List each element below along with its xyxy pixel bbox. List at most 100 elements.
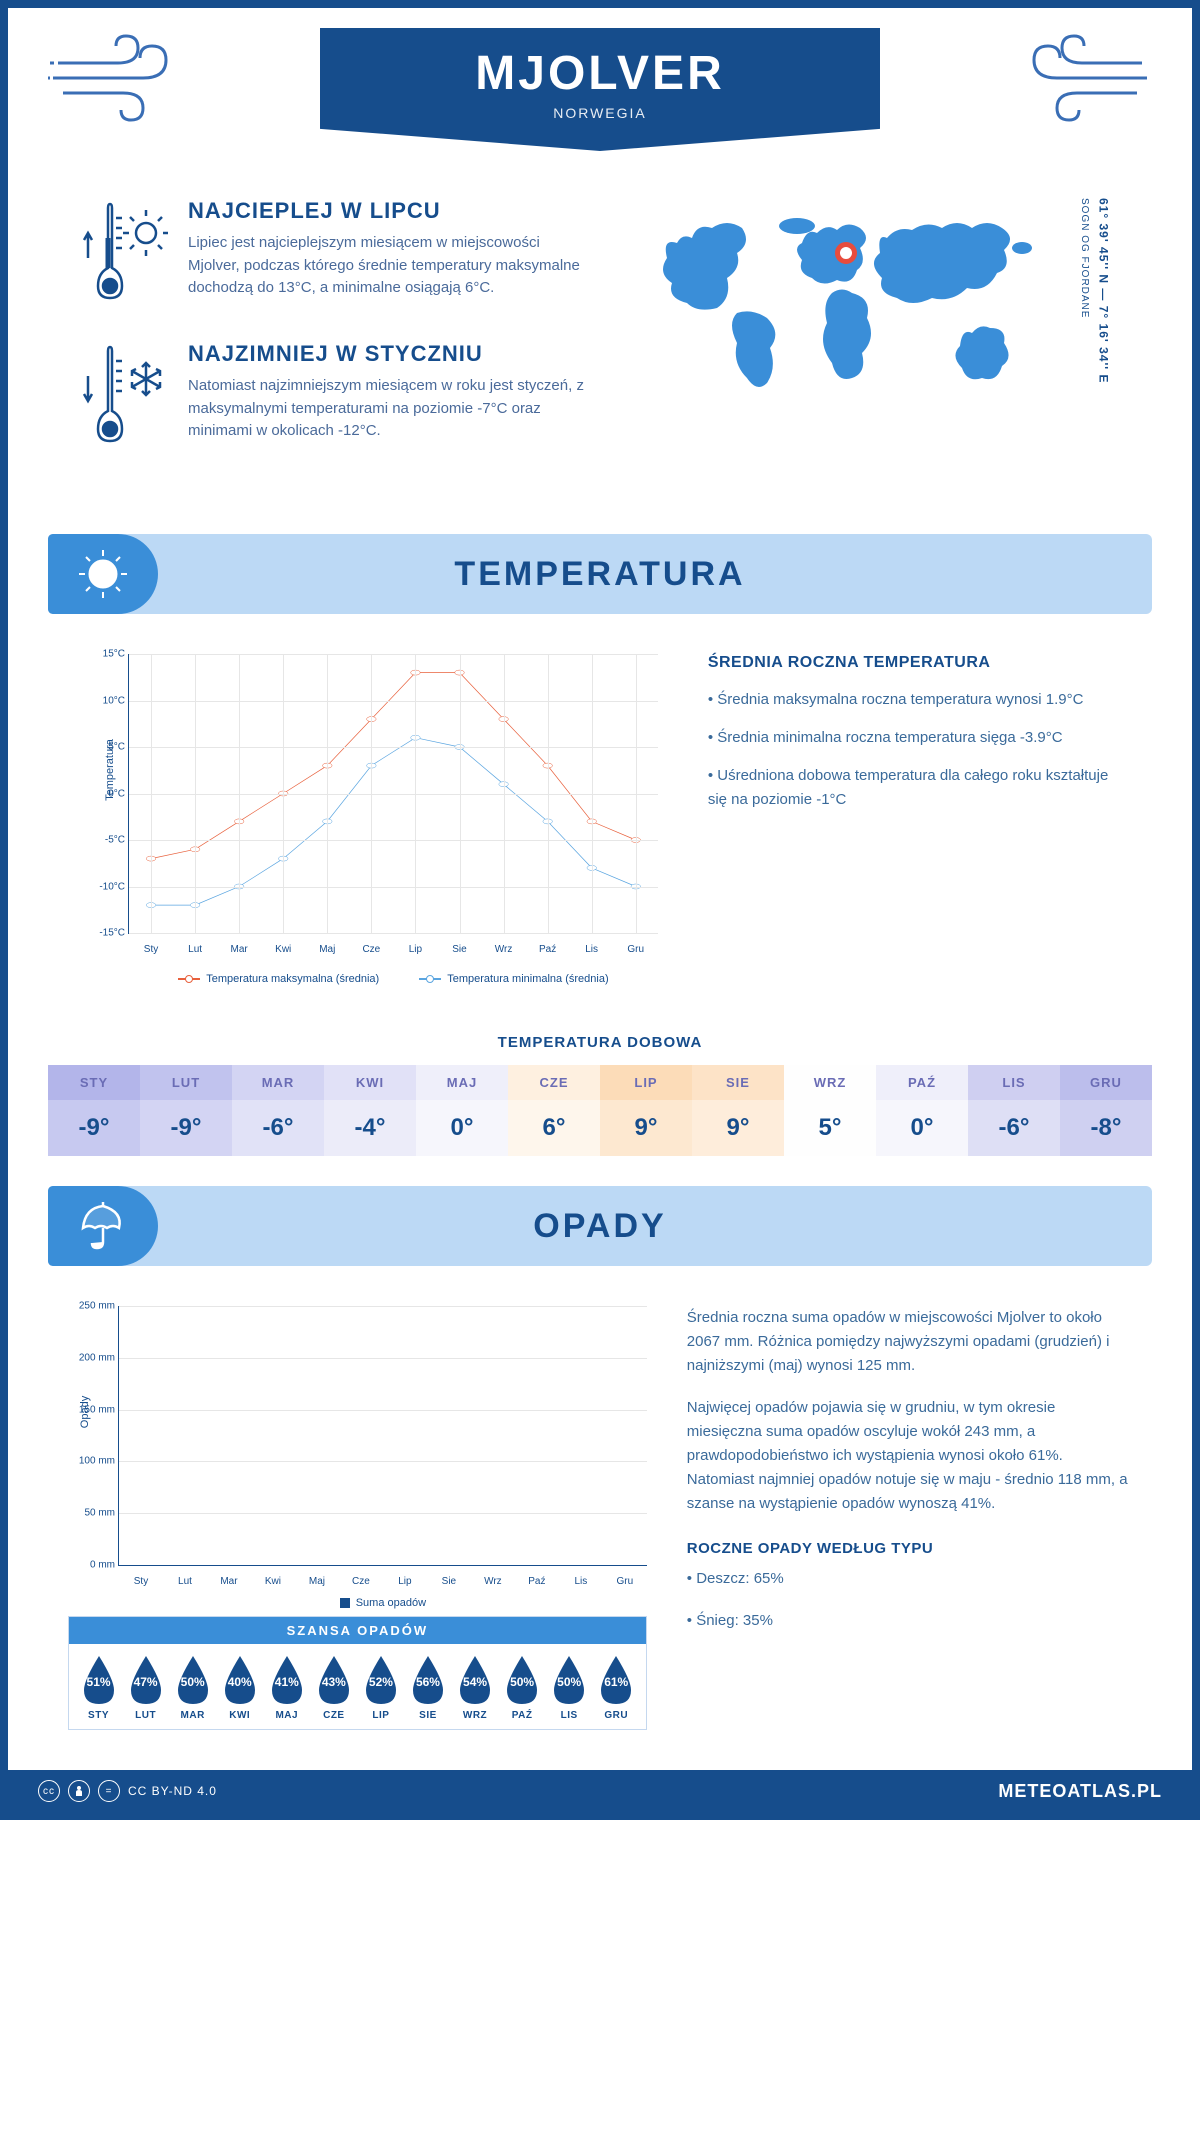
precip-legend: Suma opadów — [119, 1597, 647, 1609]
precip-bar-chart: Opady 0 mm50 mm100 mm150 mm200 mm250 mm … — [118, 1306, 647, 1566]
y-tick: -10°C — [99, 881, 125, 892]
intro-section: NAJCIEPLEJ W LIPCU Lipiec jest najcieple… — [8, 188, 1192, 514]
chance-cell: 41%MAJ — [263, 1654, 310, 1721]
daily-cell: GRU-8° — [1060, 1065, 1152, 1156]
x-tick: Mar — [207, 1576, 251, 1587]
raindrop-icon: 56% — [407, 1654, 449, 1706]
coords-region: SOGN OG FJORDANE — [1079, 198, 1090, 318]
x-tick: Wrz — [471, 1576, 515, 1587]
daily-cell: MAR-6° — [232, 1065, 324, 1156]
precip-p1: Średnia roczna suma opadów w miejscowośc… — [687, 1306, 1132, 1378]
temp-bullet: • Średnia minimalna roczna temperatura s… — [708, 726, 1122, 750]
y-tick: 150 mm — [79, 1404, 115, 1415]
temp-info-title: ŚREDNIA ROCZNA TEMPERATURA — [708, 654, 1122, 672]
precip-type-title: ROCZNE OPADY WEDŁUG TYPU — [687, 1540, 1132, 1557]
warmest-block: NAJCIEPLEJ W LIPCU Lipiec jest najcieple… — [78, 198, 612, 313]
precip-info: Średnia roczna suma opadów w miejscowośc… — [687, 1306, 1132, 1730]
raindrop-icon: 43% — [313, 1654, 355, 1706]
precip-type: • Deszcz: 65% — [687, 1567, 1132, 1591]
page-title: MJOLVER — [400, 46, 800, 101]
x-tick: Maj — [295, 1576, 339, 1587]
x-tick: Paź — [526, 944, 570, 955]
precip-title: OPADY — [158, 1207, 1152, 1246]
x-tick: Kwi — [261, 944, 305, 955]
y-tick: 10°C — [103, 695, 125, 706]
y-tick: 250 mm — [79, 1301, 115, 1312]
rain-chance-box: SZANSA OPADÓW 51%STY47%LUT50%MAR40%KWI41… — [68, 1616, 647, 1730]
x-tick: Gru — [614, 944, 658, 955]
daily-temp-title: TEMPERATURA DOBOWA — [8, 1034, 1192, 1051]
legend-item: Temperatura minimalna (średnia) — [419, 973, 608, 985]
daily-cell: LIS-6° — [968, 1065, 1060, 1156]
raindrop-icon: 50% — [172, 1654, 214, 1706]
x-tick: Sty — [119, 1576, 163, 1587]
temperature-title: TEMPERATURA — [158, 555, 1152, 594]
chance-cell: 52%LIP — [357, 1654, 404, 1721]
temperature-info: ŚREDNIA ROCZNA TEMPERATURA • Średnia mak… — [708, 654, 1122, 994]
daily-cell: PAŹ0° — [876, 1065, 968, 1156]
thermometer-hot-icon — [78, 198, 168, 313]
world-map — [642, 198, 1062, 418]
daily-cell: CZE6° — [508, 1065, 600, 1156]
cc-icon: cc — [38, 1780, 60, 1802]
y-tick: 5°C — [108, 742, 125, 753]
legend-item: Temperatura maksymalna (średnia) — [178, 973, 379, 985]
chance-cell: 47%LUT — [122, 1654, 169, 1721]
daily-cell: MAJ0° — [416, 1065, 508, 1156]
raindrop-icon: 52% — [360, 1654, 402, 1706]
x-tick: Sie — [427, 1576, 471, 1587]
precip-type: • Śnieg: 35% — [687, 1609, 1132, 1633]
y-tick: 100 mm — [79, 1456, 115, 1467]
chance-cell: 54%WRZ — [452, 1654, 499, 1721]
x-tick: Mar — [217, 944, 261, 955]
footer: cc = CC BY-ND 4.0 METEOATLAS.PL — [8, 1770, 1192, 1812]
x-tick: Kwi — [251, 1576, 295, 1587]
coldest-block: NAJZIMNIEJ W STYCZNIU Natomiast najzimni… — [78, 341, 612, 456]
temperature-line-chart: Temperatura -15°C-10°C-5°C0°C5°C10°C15°C… — [78, 654, 658, 994]
raindrop-icon: 54% — [454, 1654, 496, 1706]
coordinates: 61° 39' 45'' N — 7° 16' 34'' E SOGN OG F… — [1074, 198, 1112, 383]
coords-lon: 7° 16' 34'' E — [1096, 306, 1110, 384]
daily-cell: LUT-9° — [140, 1065, 232, 1156]
y-tick: -5°C — [105, 835, 125, 846]
daily-cell: LIP9° — [600, 1065, 692, 1156]
umbrella-icon — [48, 1186, 158, 1266]
y-tick: 50 mm — [84, 1508, 115, 1519]
wind-icon-left — [48, 28, 188, 128]
x-tick: Lut — [163, 1576, 207, 1587]
x-tick: Sie — [437, 944, 481, 955]
temp-bullet: • Uśredniona dobowa temperatura dla całe… — [708, 764, 1122, 812]
chance-cell: 40%KWI — [216, 1654, 263, 1721]
precip-section-header: OPADY — [48, 1186, 1152, 1266]
site-name: METEOATLAS.PL — [998, 1781, 1162, 1802]
header: MJOLVER NORWEGIA — [8, 8, 1192, 188]
x-tick: Cze — [349, 944, 393, 955]
coldest-title: NAJZIMNIEJ W STYCZNIU — [188, 341, 588, 367]
chance-cell: 51%STY — [75, 1654, 122, 1721]
y-tick: 0 mm — [90, 1560, 115, 1571]
temperature-section-header: TEMPERATURA — [48, 534, 1152, 614]
y-tick: -15°C — [99, 928, 125, 939]
license-text: CC BY-ND 4.0 — [128, 1784, 217, 1798]
coords-lat: 61° 39' 45'' N — [1096, 198, 1110, 284]
raindrop-icon: 41% — [266, 1654, 308, 1706]
daily-cell: WRZ5° — [784, 1065, 876, 1156]
chance-cell: 56%SIE — [404, 1654, 451, 1721]
precip-p2: Najwięcej opadów pojawia się w grudniu, … — [687, 1396, 1132, 1516]
rain-chance-title: SZANSA OPADÓW — [69, 1617, 646, 1644]
wind-icon-right — [1012, 28, 1152, 128]
precip-legend-label: Suma opadów — [356, 1597, 426, 1609]
daily-cell: KWI-4° — [324, 1065, 416, 1156]
daily-temp-table: STY-9°LUT-9°MAR-6°KWI-4°MAJ0°CZE6°LIP9°S… — [48, 1065, 1152, 1156]
raindrop-icon: 40% — [219, 1654, 261, 1706]
chance-cell: 50%MAR — [169, 1654, 216, 1721]
temp-bullet: • Średnia maksymalna roczna temperatura … — [708, 688, 1122, 712]
x-tick: Paź — [515, 1576, 559, 1587]
x-tick: Cze — [339, 1576, 383, 1587]
warmest-text: Lipiec jest najcieplejszym miesiącem w m… — [188, 232, 588, 300]
chance-cell: 50%LIS — [546, 1654, 593, 1721]
cc-by-icon — [68, 1780, 90, 1802]
raindrop-icon: 61% — [595, 1654, 637, 1706]
cc-nd-icon: = — [98, 1780, 120, 1802]
y-tick: 15°C — [103, 649, 125, 660]
